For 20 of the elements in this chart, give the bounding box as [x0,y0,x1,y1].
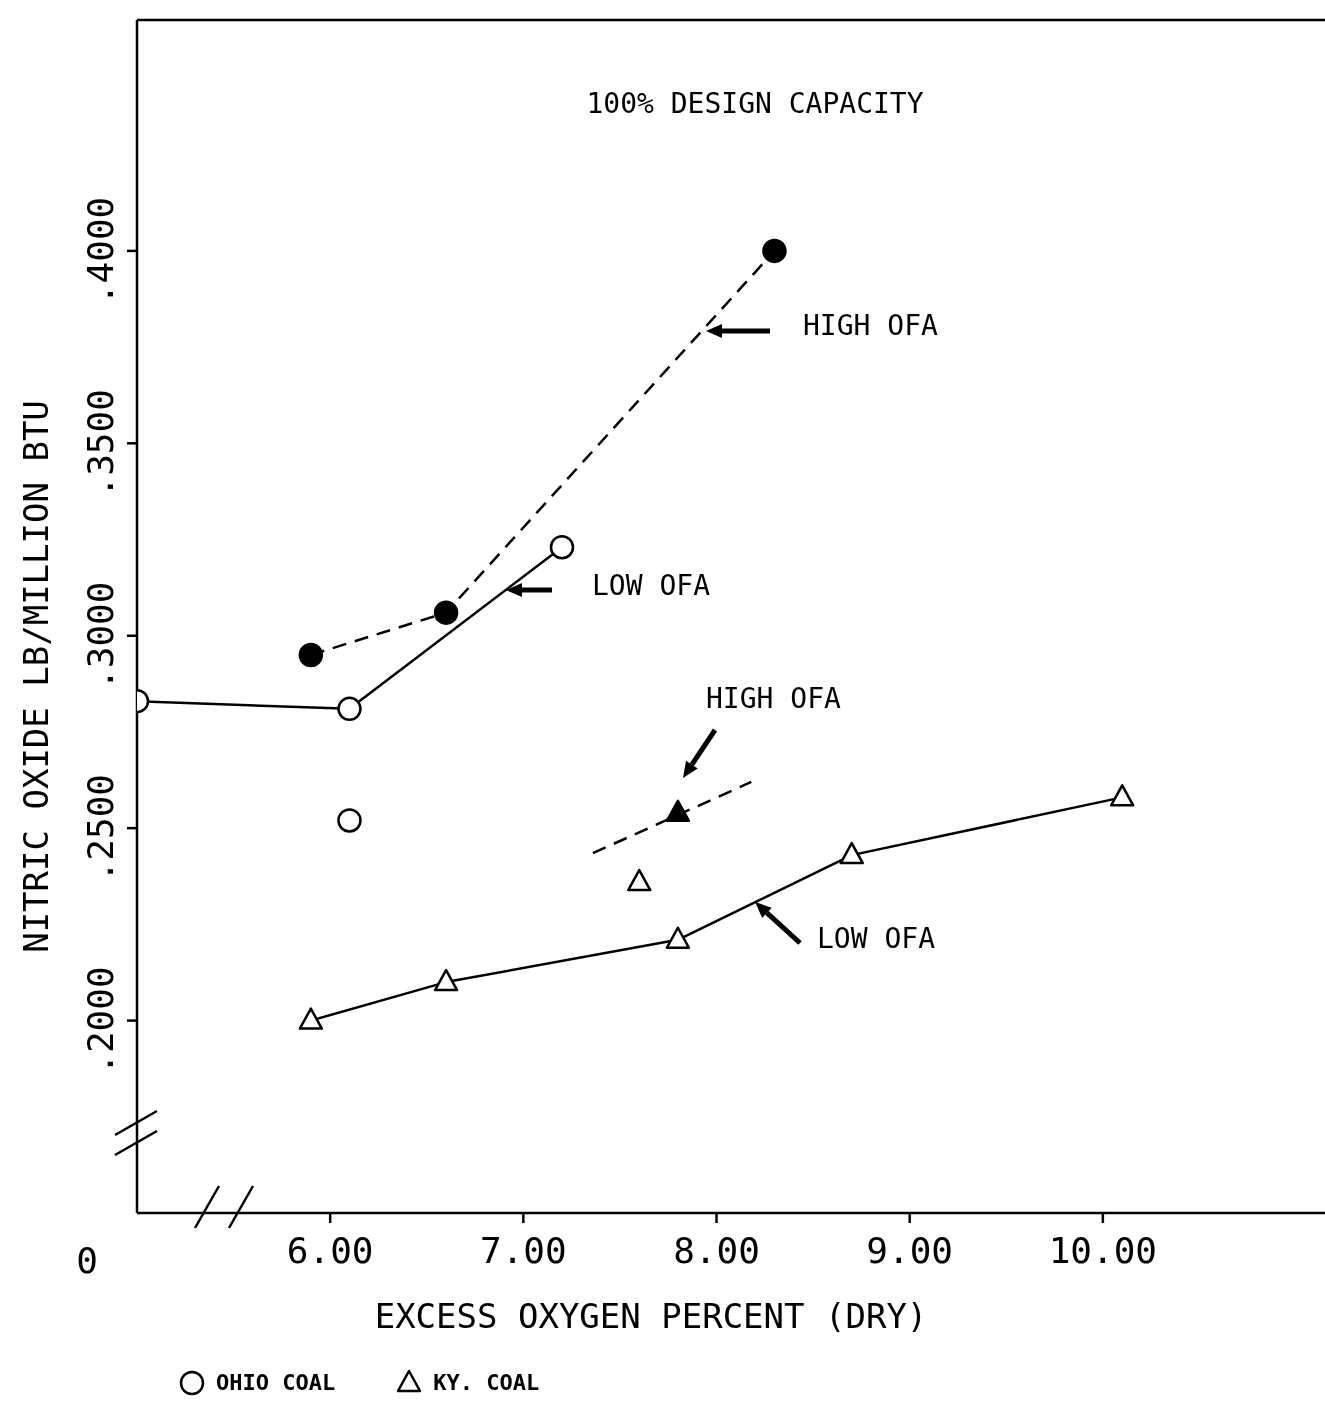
y-tick-label: .3500 [80,389,121,498]
legend-label: KY. COAL [433,1369,540,1395]
annotation: HIGH OFA [803,309,938,342]
y-axis-title: NITRIC OXIDE LB/MILLION BTU [16,400,56,953]
annotation: HIGH OFA [706,682,841,715]
annotation: LOW OFA [592,569,711,602]
x-axis-title: EXCESS OXYGEN PERCENT (DRY) [374,1296,928,1336]
x-tick-label: 7.00 [479,1230,567,1271]
y-tick-label: .2000 [80,966,121,1075]
y-tick-label: .4000 [80,196,121,306]
x-tick-label: 6.00 [286,1230,374,1271]
x-tick-label: 9.00 [866,1230,954,1271]
y-tick-label: .3000 [80,581,121,690]
annotation: LOW OFA [817,922,936,955]
x-tick-label: 8.00 [673,1230,760,1271]
annotation: 100% DESIGN CAPACITY [586,87,924,120]
x-tick-label: 10.00 [1048,1230,1158,1271]
y-tick-label: .2500 [80,773,121,883]
text: 0 [76,1240,98,1281]
legend-label: OHIO COAL [216,1369,336,1395]
